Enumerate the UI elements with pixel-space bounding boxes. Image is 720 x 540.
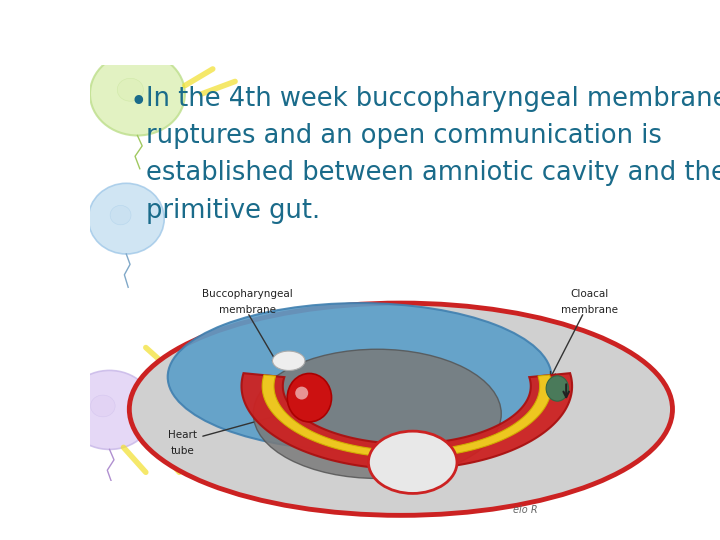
Text: Buccopharyngeal: Buccopharyngeal: [202, 289, 293, 299]
Ellipse shape: [90, 52, 185, 136]
Ellipse shape: [168, 303, 552, 451]
Text: membrane: membrane: [219, 305, 276, 315]
Text: In the 4th week buccopharyngeal membrane: In the 4th week buccopharyngeal membrane: [145, 85, 720, 112]
Ellipse shape: [253, 349, 501, 478]
Polygon shape: [262, 375, 552, 458]
Ellipse shape: [110, 205, 131, 225]
Text: established between amniotic cavity and the: established between amniotic cavity and …: [145, 160, 720, 186]
Text: primitive gut.: primitive gut.: [145, 198, 320, 224]
Ellipse shape: [89, 183, 164, 254]
Ellipse shape: [117, 78, 143, 101]
Ellipse shape: [91, 395, 115, 417]
Ellipse shape: [546, 376, 569, 401]
Text: membrane: membrane: [562, 305, 618, 315]
Ellipse shape: [369, 431, 457, 494]
Ellipse shape: [65, 370, 154, 449]
Ellipse shape: [130, 303, 672, 515]
Text: tube: tube: [171, 446, 194, 456]
Text: elo R: elo R: [513, 505, 537, 515]
Ellipse shape: [295, 387, 308, 400]
Polygon shape: [241, 373, 572, 469]
Ellipse shape: [287, 374, 331, 422]
Text: Heart: Heart: [168, 430, 197, 440]
Ellipse shape: [272, 351, 305, 370]
Text: ruptures and an open communication is: ruptures and an open communication is: [145, 123, 662, 149]
Text: Cloacal: Cloacal: [571, 289, 609, 299]
Text: •: •: [129, 87, 147, 117]
